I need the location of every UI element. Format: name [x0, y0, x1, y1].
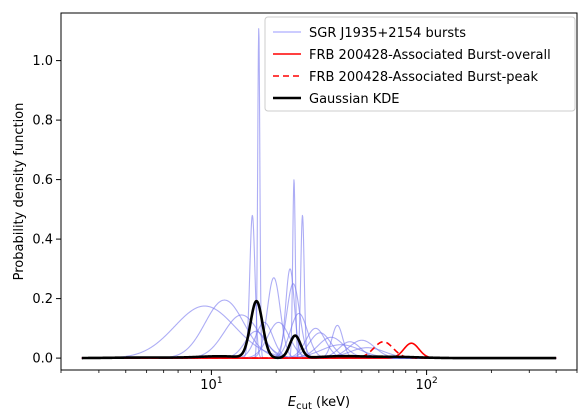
x-axis-ticks: 101 102: [60, 370, 578, 393]
x-axis-label-sub: cut: [296, 401, 312, 410]
legend: SGR J1935+2154 bursts FRB 200428-Associa…: [264, 16, 576, 112]
y-axis-ticks: 0.0 0.2 0.4 0.6 0.8 1.0: [32, 54, 61, 367]
legend-label-bursts: SGR J1935+2154 bursts: [309, 26, 466, 41]
legend-label-frb-overall: FRB 200428-Associated Burst-overall: [309, 48, 551, 63]
y-tick-label: 0.4: [32, 233, 53, 248]
x-axis-label-main: E: [288, 395, 297, 410]
burst-curve-0: [81, 305, 557, 359]
x-tick-label: 102: [415, 376, 437, 393]
y-tick-label: 0.6: [32, 173, 53, 188]
burst-curve-3: [81, 214, 557, 359]
x-tick-label: 101: [200, 376, 222, 393]
y-tick-label: 1.0: [32, 54, 53, 69]
burst-curve-1: [81, 299, 557, 359]
x-axis-label-unit: (keV): [312, 395, 350, 410]
x-axis-label: Ecut (keV): [288, 395, 350, 410]
burst-curve-12: [81, 214, 557, 359]
burst-curve-10: [81, 179, 557, 359]
kde-curve: [80, 299, 558, 360]
legend-label-frb-peak: FRB 200428-Associated Burst-peak: [309, 70, 538, 85]
axes-frame: [60, 12, 578, 371]
legend-label-kde: Gaussian KDE: [309, 92, 400, 107]
burst-curve-8: [81, 321, 557, 359]
y-axis-label: Probability density function: [12, 103, 27, 281]
legend-box: [264, 16, 576, 112]
y-tick-label: 0.0: [32, 352, 53, 367]
y-tick-label: 0.2: [32, 292, 53, 307]
plot-lines: [80, 28, 558, 360]
y-tick-label: 0.8: [32, 114, 53, 129]
burst-curve-6: [81, 321, 557, 359]
burst-curve-11: [81, 283, 557, 359]
